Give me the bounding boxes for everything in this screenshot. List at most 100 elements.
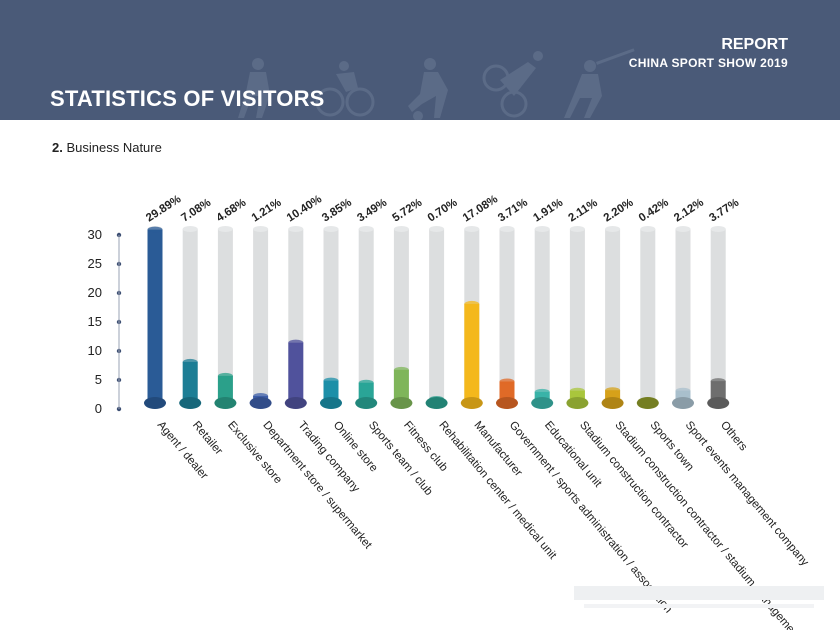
- bar-track-top: [569, 226, 585, 232]
- bar: [288, 342, 304, 403]
- bar-track: [323, 229, 339, 403]
- bar-track-top: [217, 226, 233, 232]
- bar-base-shade: [355, 397, 378, 409]
- bar-track-top: [710, 226, 726, 232]
- bar-top: [182, 358, 198, 365]
- bar-base-shade: [214, 397, 237, 409]
- y-tick-label: 0: [95, 401, 102, 416]
- bar-track: [499, 229, 515, 403]
- bar-track: [710, 229, 726, 403]
- bar-top: [710, 378, 726, 385]
- bar: [217, 375, 233, 403]
- bar-top: [499, 378, 515, 385]
- bar-base: [636, 397, 659, 409]
- bar-track-top: [675, 226, 691, 232]
- bar-group: 3.77% Others: [707, 197, 749, 454]
- bar-track: [393, 229, 409, 403]
- bar-base-shade: [531, 397, 554, 409]
- value-label: 1.91%: [531, 197, 565, 225]
- bar-track-top: [605, 226, 621, 232]
- value-label: 0.70%: [426, 197, 460, 225]
- bar-track-top: [464, 226, 480, 232]
- category-label: Sports team / club: [366, 419, 435, 498]
- bar-base-shade: [566, 397, 589, 409]
- bar-track: [429, 229, 445, 403]
- value-label: 17.08%: [461, 193, 500, 224]
- bar-base: [355, 397, 378, 409]
- category-label: Trading company: [296, 419, 362, 495]
- bar-base: [672, 397, 694, 409]
- watermark-decoration: [574, 586, 824, 608]
- bar-base: [460, 397, 483, 409]
- bar-top: [358, 379, 374, 386]
- bar-base: [531, 397, 554, 409]
- bar-base-shade: [284, 397, 307, 409]
- value-label: 7.08%: [179, 197, 213, 225]
- bar-base: [496, 397, 518, 409]
- bar-top: [464, 300, 480, 307]
- y-tick-label: 30: [88, 227, 102, 242]
- bar-track-top: [499, 226, 515, 232]
- bar-base: [601, 397, 624, 409]
- bar-track: [569, 229, 585, 403]
- bar-base: [214, 397, 237, 409]
- section-title: Business Nature: [66, 140, 162, 155]
- bar-track-top: [288, 226, 304, 232]
- show-name: CHINA SPORT SHOW 2019: [628, 56, 788, 70]
- bar-track: [640, 229, 656, 403]
- bar-base-shade: [496, 397, 518, 409]
- value-label: 2.12%: [672, 197, 706, 225]
- bar-track: [605, 229, 621, 403]
- y-tick-label: 5: [95, 372, 102, 387]
- bar-group: 4.68%Exclusive store: [214, 197, 284, 486]
- bar-base-shade: [249, 397, 272, 409]
- y-tick-label: 20: [88, 285, 102, 300]
- report-label: REPORT: [721, 36, 788, 53]
- page-title: STATISTICS OF VISITORS: [50, 86, 325, 111]
- bar-group: 1.91%Educational unit: [531, 197, 604, 490]
- bar-track-top: [429, 226, 445, 232]
- section-heading: 2. Business Nature: [52, 140, 162, 155]
- bar-track-top: [534, 226, 550, 232]
- bar: [182, 361, 198, 403]
- bar-top: [323, 377, 339, 384]
- bar-base-shade: [460, 397, 483, 409]
- bar-base-shade: [425, 397, 448, 409]
- bar-track: [253, 229, 269, 403]
- value-label: 3.85%: [320, 197, 354, 225]
- value-label: 3.77%: [707, 197, 741, 225]
- bar-base-shade: [390, 397, 413, 409]
- value-label: 3.71%: [496, 197, 530, 225]
- bar-top: [675, 387, 691, 394]
- bar-base: [320, 397, 342, 409]
- bar-track: [534, 229, 550, 403]
- bar-top: [534, 388, 550, 395]
- bar-track-top: [323, 226, 339, 232]
- bar-group: 2.11%Stadium construction contractor: [566, 197, 690, 551]
- bar-base: [179, 397, 202, 409]
- bar-base: [707, 397, 730, 409]
- y-tick-label: 10: [88, 343, 102, 358]
- bar-base: [144, 397, 166, 409]
- category-label: Others: [718, 419, 750, 453]
- bar-base-shade: [707, 397, 730, 409]
- header-banner: REPORT CHINA SPORT SHOW 2019 STATISTICS …: [0, 0, 840, 120]
- value-label: 1.21%: [250, 197, 284, 225]
- bar-track-top: [182, 226, 198, 232]
- bar-base-shade: [179, 397, 202, 409]
- value-label: 29.89%: [144, 193, 183, 224]
- bar-track: [675, 229, 691, 403]
- value-label: 10.40%: [285, 193, 324, 224]
- bar-top: [217, 372, 233, 379]
- value-label: 5.72%: [390, 197, 424, 225]
- y-tick-label: 25: [88, 256, 102, 271]
- y-axis: 0 5 10 15 20 25 30: [88, 227, 122, 416]
- bar-base: [284, 397, 307, 409]
- bar-top: [605, 387, 621, 394]
- value-label: 2.20%: [602, 197, 636, 225]
- value-label: 4.68%: [214, 197, 248, 225]
- value-label: 2.11%: [566, 197, 599, 224]
- bar-track-top: [393, 226, 409, 232]
- bar-group: 1.21%Department store / supermarket: [249, 197, 374, 552]
